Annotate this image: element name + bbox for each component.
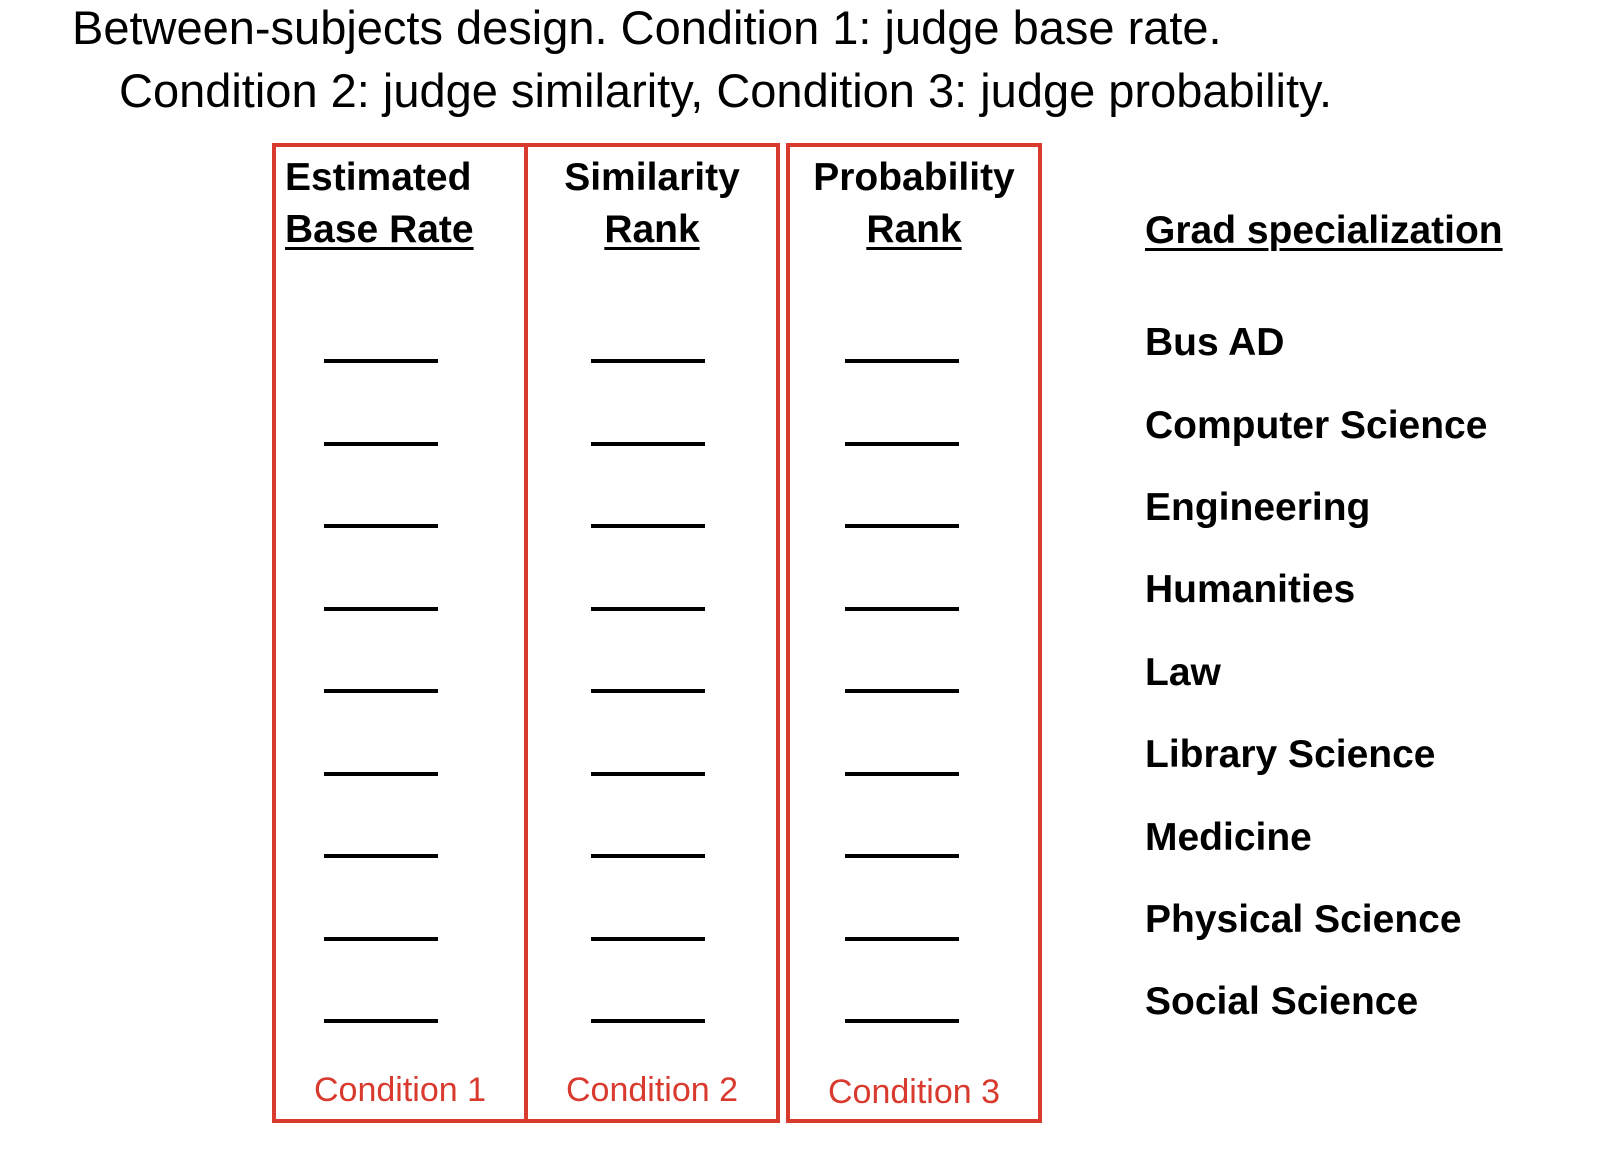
specialization-item: Bus AD [1145,321,1285,364]
design-description-line-2: Condition 2: judge similarity, Condition… [119,64,1333,117]
specialization-item: Law [1145,651,1221,694]
answer-blank-condition-2 [591,442,705,446]
condition-3-box [786,143,1042,1123]
specialization-item: Humanities [1145,568,1356,611]
condition-1-label: Condition 1 [313,1071,486,1109]
specialization-item: Medicine [1145,816,1312,859]
column-header-line-1: Estimated [285,156,472,199]
condition-1-box [272,143,528,1123]
answer-blank-condition-3 [845,442,959,446]
answer-blank-condition-1 [324,1019,438,1023]
answer-blank-condition-1 [324,937,438,941]
answer-blank-condition-2 [591,854,705,858]
specialization-item: Engineering [1145,486,1371,529]
answer-blank-condition-3 [845,772,959,776]
column-header-base-rate: Estimated Base Rate [285,152,474,256]
specialization-item: Computer Science [1145,404,1488,447]
condition-2-box [524,143,780,1123]
specialization-item: Library Science [1145,733,1436,776]
specialization-item: Social Science [1145,980,1419,1023]
answer-blank-condition-3 [845,524,959,528]
grad-specialization-header: Grad specialization [1145,209,1503,252]
design-description-line-1: Between-subjects design. Condition 1: ju… [72,1,1222,54]
answer-blank-condition-1 [324,772,438,776]
column-header-line-2: Rank [866,208,962,251]
answer-blank-condition-1 [324,854,438,858]
answer-blank-condition-1 [324,607,438,611]
answer-blank-condition-2 [591,524,705,528]
specialization-item: Physical Science [1145,898,1462,941]
answer-blank-condition-3 [845,854,959,858]
condition-3-label: Condition 3 [827,1073,1000,1111]
answer-blank-condition-3 [845,937,959,941]
answer-blank-condition-1 [324,359,438,363]
answer-blank-condition-3 [845,607,959,611]
answer-blank-condition-3 [845,689,959,693]
column-header-line-2: Base Rate [285,208,474,251]
answer-blank-condition-2 [591,359,705,363]
column-header-line-1: Probability [813,156,1015,199]
column-header-line-2: Rank [604,208,700,251]
column-header-similarity: Similarity Rank [528,152,776,256]
answer-blank-condition-2 [591,689,705,693]
answer-blank-condition-1 [324,689,438,693]
answer-blank-condition-3 [845,1019,959,1023]
answer-blank-condition-3 [845,359,959,363]
answer-blank-condition-2 [591,1019,705,1023]
column-header-probability: Probability Rank [790,152,1038,256]
answer-blank-condition-2 [591,937,705,941]
answer-blank-condition-1 [324,524,438,528]
answer-blank-condition-1 [324,442,438,446]
answer-blank-condition-2 [591,607,705,611]
condition-2-label: Condition 2 [565,1071,738,1109]
answer-blank-condition-2 [591,772,705,776]
column-header-line-1: Similarity [564,156,740,199]
